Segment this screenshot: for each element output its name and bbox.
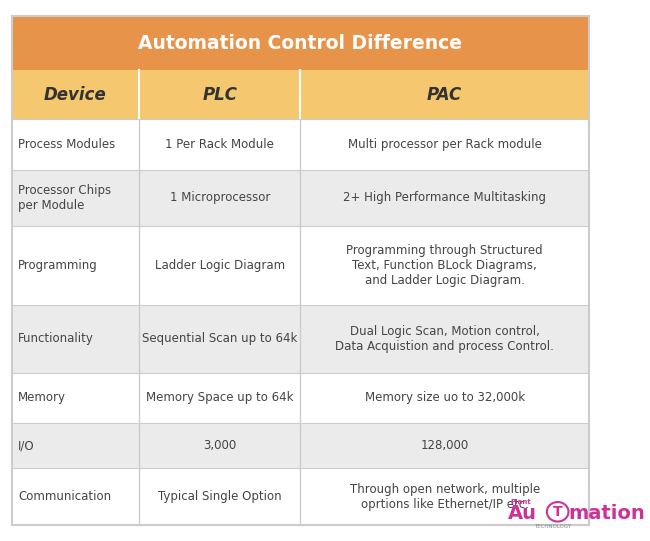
- Bar: [12, 226, 589, 305]
- Text: I/O: I/O: [18, 439, 34, 452]
- Bar: [12, 119, 589, 170]
- Text: Process Modules: Process Modules: [18, 138, 115, 151]
- Text: Processor Chips
per Module: Processor Chips per Module: [18, 184, 111, 212]
- Text: 128,000: 128,000: [421, 439, 469, 452]
- Text: Dual Logic Scan, Motion control,
Data Acquistion and process Control.: Dual Logic Scan, Motion control, Data Ac…: [335, 325, 554, 353]
- Text: Functionality: Functionality: [18, 332, 94, 345]
- Text: mation: mation: [568, 504, 645, 524]
- Text: PAC: PAC: [427, 85, 462, 104]
- Text: Communication: Communication: [18, 490, 111, 503]
- Text: 1 Microprocessor: 1 Microprocessor: [170, 192, 270, 204]
- Text: Sequential Scan up to 64k: Sequential Scan up to 64k: [142, 332, 298, 345]
- Text: T: T: [553, 505, 562, 519]
- Bar: [12, 424, 589, 469]
- Text: Au: Au: [508, 504, 537, 524]
- Bar: [300, 70, 589, 119]
- Text: TECHNOLOGY: TECHNOLOGY: [534, 524, 571, 529]
- Text: Typical Single Option: Typical Single Option: [158, 490, 281, 503]
- Text: Multi processor per Rack module: Multi processor per Rack module: [348, 138, 541, 151]
- Text: Automation Control Difference: Automation Control Difference: [138, 34, 463, 53]
- Bar: [12, 305, 589, 373]
- Text: 3,000: 3,000: [203, 439, 237, 452]
- Circle shape: [547, 502, 569, 522]
- Bar: [12, 170, 589, 226]
- Text: Programming through Structured
Text, Function BLock Diagrams,
and Ladder Logic D: Programming through Structured Text, Fun…: [346, 244, 543, 287]
- Text: Ladder Logic Diagram: Ladder Logic Diagram: [155, 259, 285, 272]
- Bar: [139, 70, 300, 119]
- Text: Plant: Plant: [511, 499, 532, 505]
- Text: Through open network, multiple
oprtions like Ethernet/IP etc.: Through open network, multiple oprtions …: [350, 483, 540, 511]
- Text: Memory Space up to 64k: Memory Space up to 64k: [146, 392, 293, 405]
- Text: Memory size uo to 32,000k: Memory size uo to 32,000k: [365, 392, 525, 405]
- Text: Device: Device: [44, 85, 107, 104]
- Bar: [12, 70, 139, 119]
- Text: 2+ High Performance Multitasking: 2+ High Performance Multitasking: [343, 192, 546, 204]
- Text: Programming: Programming: [18, 259, 98, 272]
- Text: Memory: Memory: [18, 392, 66, 405]
- Bar: [12, 469, 589, 525]
- Bar: [12, 373, 589, 424]
- Text: 1 Per Rack Module: 1 Per Rack Module: [165, 138, 274, 151]
- Bar: [12, 16, 589, 70]
- Text: PLC: PLC: [202, 85, 237, 104]
